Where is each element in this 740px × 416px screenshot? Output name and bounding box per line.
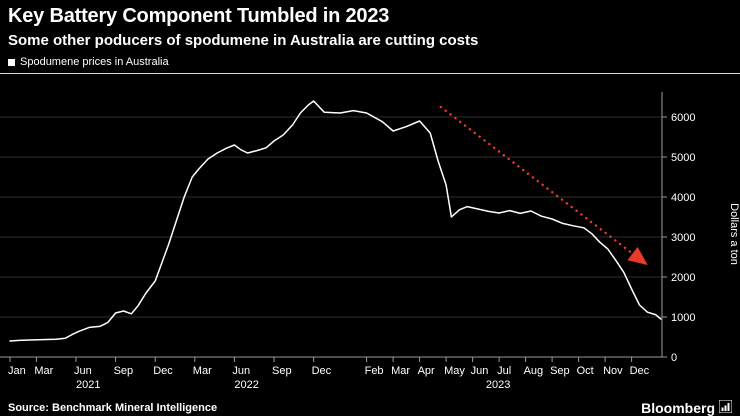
y-axis-label: 5000 xyxy=(671,152,695,164)
x-axis-label: Mar xyxy=(391,365,410,377)
x-axis-label: Aug xyxy=(524,365,544,377)
x-axis-label: Jun xyxy=(232,365,250,377)
x-axis-label: Feb xyxy=(365,365,384,377)
x-axis-label: Jul xyxy=(497,365,511,377)
downtrend-arrow xyxy=(439,105,648,266)
bloomberg-terminal-icon xyxy=(718,399,733,416)
x-axis-label: Jun xyxy=(471,365,489,377)
x-axis-label: Apr xyxy=(418,365,435,377)
x-axis-label: Sep xyxy=(114,365,134,377)
x-axis-label: Dec xyxy=(153,365,173,377)
x-axis-label: Dec xyxy=(312,365,332,377)
price-line xyxy=(9,100,662,342)
x-axis-label: Jan xyxy=(8,365,26,377)
y-axis-label: 0 xyxy=(671,352,677,364)
x-axis-label: Mar xyxy=(34,365,53,377)
y-axis-label: 6000 xyxy=(671,112,695,124)
y-axis-label: 2000 xyxy=(671,272,695,284)
legend-swatch-icon xyxy=(8,59,15,66)
y-axis-label: 4000 xyxy=(671,192,695,204)
header-divider xyxy=(0,73,740,74)
bloomberg-wordmark: Bloomberg xyxy=(641,400,715,416)
y-axis-label: 1000 xyxy=(671,312,695,324)
chart-header: Key Battery Component Tumbled in 2023 So… xyxy=(0,0,740,69)
x-axis-label: Sep xyxy=(550,365,570,377)
x-axis-label: Mar xyxy=(193,365,212,377)
chart-footer: Source: Benchmark Mineral Intelligence B… xyxy=(0,398,740,416)
chart-subtitle: Some other poducers of spodumene in Aust… xyxy=(8,32,479,49)
legend-label: Spodumene prices in Australia xyxy=(20,56,169,68)
chart-title: Key Battery Component Tumbled in 2023 xyxy=(8,5,390,27)
legend: Spodumene prices in Australia xyxy=(8,56,732,69)
chart-area: 0 1000 2000 3000 4000 5000 6000 Jan Mar Jun Sep Dec… xyxy=(0,74,740,398)
source-credit: Source: Benchmark Mineral Intelligence xyxy=(8,402,218,414)
x-axis-label: Jun xyxy=(74,365,92,377)
x-axis-label: Dec xyxy=(630,365,650,377)
bloomberg-logo: Bloomberg xyxy=(641,399,733,416)
year-label: 2023 xyxy=(486,379,510,391)
x-axis-label: Sep xyxy=(272,365,292,377)
x-axis-label: Nov xyxy=(603,365,623,377)
y-axis-title: Dollars a ton xyxy=(728,203,740,265)
price-line-chart: 0 1000 2000 3000 4000 5000 6000 Jan Mar Jun Sep Dec… xyxy=(0,92,740,391)
year-label: 2022 xyxy=(234,379,258,391)
x-axis-label: Oct xyxy=(577,365,594,377)
x-axis-label: May xyxy=(444,365,465,377)
y-axis-label: 3000 xyxy=(671,232,695,244)
year-label: 2021 xyxy=(76,379,100,391)
